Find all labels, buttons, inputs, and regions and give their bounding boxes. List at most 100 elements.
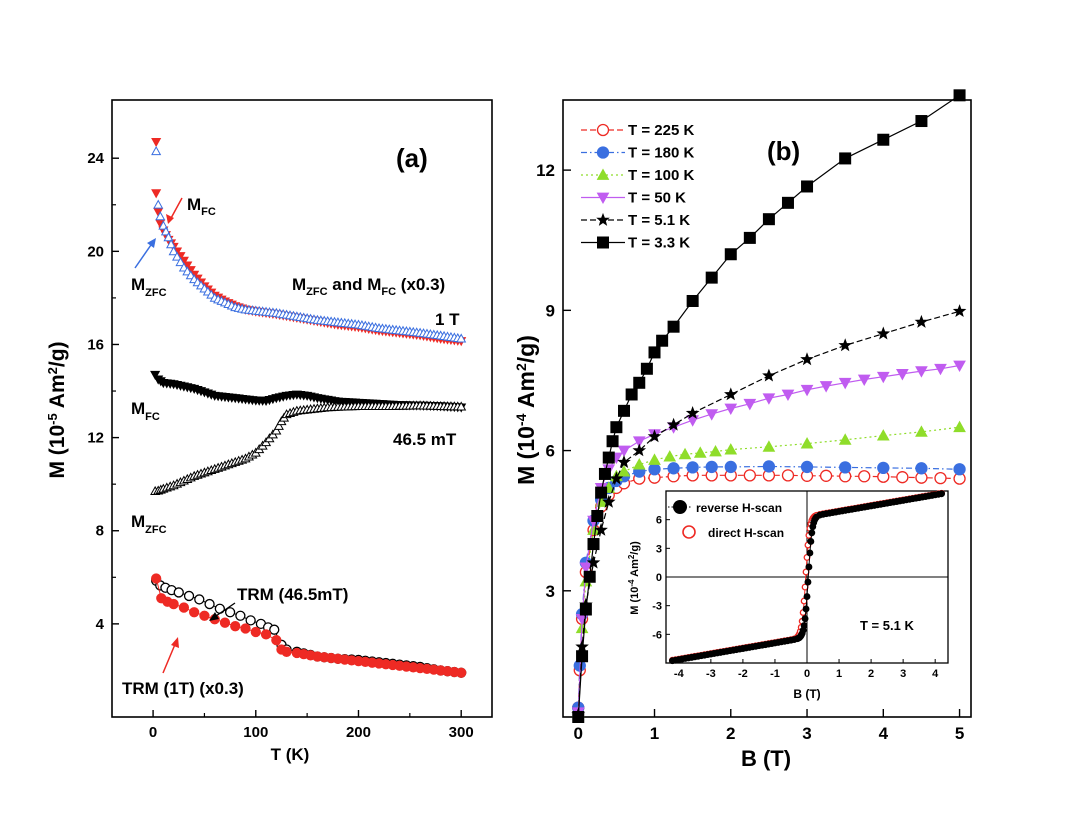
a-data-point	[155, 211, 166, 221]
b-data-point	[686, 415, 699, 427]
b-data-point	[663, 450, 677, 462]
a-data-point	[273, 420, 284, 430]
b-data-point	[762, 393, 776, 405]
a-data-point	[219, 617, 231, 628]
panel-b-frame	[562, 99, 972, 718]
legend-marker	[597, 236, 609, 249]
a-data-point	[204, 598, 215, 610]
b-data-point	[709, 444, 722, 457]
a-series-1	[151, 145, 467, 343]
a-data-point	[271, 635, 282, 646]
mzm-p3: (x0.3)	[396, 275, 445, 294]
a-data-point	[281, 646, 292, 657]
b-xtick-label: 0	[574, 724, 583, 743]
legend-label: T = 225 K	[628, 122, 694, 139]
inset-point	[938, 490, 946, 498]
panel-a-series	[150, 138, 467, 678]
inset-ylabel-exp2: 2	[627, 554, 636, 559]
b-xtick-label: 3	[802, 724, 811, 743]
b-data-point	[686, 294, 699, 307]
b-xtick-label: 5	[955, 724, 964, 743]
b-data-point	[667, 462, 680, 475]
inset-ylabel-end2: /g)	[629, 541, 641, 555]
b-data-point	[953, 360, 966, 373]
b-data-point	[587, 523, 600, 535]
b-data-point	[633, 376, 646, 389]
a-data-point	[245, 615, 256, 626]
b-data-point	[953, 463, 966, 476]
a-data-point	[456, 667, 467, 678]
panel-b-label: (b)	[767, 136, 800, 166]
panel-b-series	[571, 89, 967, 723]
b-ylabel-exp2: 2	[513, 363, 529, 371]
b-data-point	[579, 562, 593, 574]
b-data-point	[876, 371, 890, 384]
b-data-point	[678, 447, 692, 460]
b-data-point	[598, 467, 611, 480]
b-data-point	[781, 196, 794, 209]
b-data-point	[800, 384, 814, 397]
inset-point	[808, 529, 816, 537]
b-xtick-label: 1	[650, 724, 659, 743]
b-data-point	[952, 304, 967, 318]
a-ytick-label: 4	[96, 616, 105, 633]
b-data-point	[724, 403, 738, 416]
a-xtick-label: 100	[243, 724, 268, 741]
b-data-point	[743, 469, 756, 482]
b-data-point	[801, 180, 814, 193]
inset-point	[805, 563, 813, 571]
inset-legend-marker-direct	[682, 525, 696, 539]
b-data-point	[572, 711, 585, 723]
inset-xtick-label: 2	[868, 668, 874, 680]
mzfc-top-main: M	[131, 275, 145, 294]
b-ytick-label: 12	[536, 161, 555, 180]
b-data-point	[632, 436, 646, 448]
annotation-mzfc-top: MZFC	[131, 275, 167, 299]
b-data-point	[762, 460, 776, 473]
b-data-point	[625, 388, 638, 401]
inset-legend-reverse: reverse H-scan	[696, 501, 782, 515]
inset-ytick-label: -6	[652, 629, 662, 641]
b-data-point	[800, 352, 814, 366]
a-data-point	[194, 594, 205, 605]
a-ytick-label: 12	[87, 430, 104, 447]
a-ytick-label: 16	[87, 336, 104, 353]
inset-xtick-label: -1	[770, 668, 780, 680]
inset-ylabel-end: Am	[629, 559, 641, 580]
inset-xtick-label: 0	[804, 668, 810, 680]
b-data-point	[724, 387, 738, 401]
a-data-point	[250, 626, 261, 638]
b-xtick-label: 2	[726, 724, 735, 743]
a-data-point	[269, 624, 280, 635]
b-data-point	[896, 369, 909, 381]
inset-ylabel-main: M (10	[629, 587, 641, 615]
inset-content: -4 -3 -2 -1 0 1 2 3 4 -6 -3 0 3 6	[652, 489, 948, 680]
b-data-point	[915, 425, 928, 437]
arrowhead-trm-465	[209, 612, 219, 621]
b-data-point	[576, 650, 589, 663]
b-data-point	[693, 446, 707, 458]
a-ytick-label: 8	[96, 523, 104, 540]
b-data-point	[724, 248, 737, 261]
b-data-point	[839, 461, 852, 474]
b-data-point	[617, 455, 631, 469]
inset-ytick-label: 6	[656, 515, 662, 527]
b-data-point	[640, 362, 653, 375]
a-data-point	[153, 199, 164, 209]
b-ylabel-main: M (10	[513, 426, 539, 485]
inset-xtick-label: -2	[738, 668, 748, 680]
legend-marker	[596, 168, 610, 180]
b-series-5	[572, 89, 966, 723]
panel-a: 0 100 200 300 4 8 12 16 20 24 (a) T (K) M (10-5 A…	[45, 99, 493, 764]
a-data-point	[163, 232, 174, 242]
b-data-point	[838, 338, 852, 352]
b-ytick-label: 9	[546, 301, 555, 320]
inset-point	[806, 549, 814, 557]
b-ylabel-end: /g)	[513, 335, 539, 363]
b-series-4	[571, 304, 967, 721]
panel-a-frame	[111, 99, 493, 718]
a-data-point	[240, 623, 251, 634]
b-data-point	[705, 271, 718, 284]
b-data-point	[934, 471, 947, 485]
mfc-top-main: M	[187, 195, 201, 214]
